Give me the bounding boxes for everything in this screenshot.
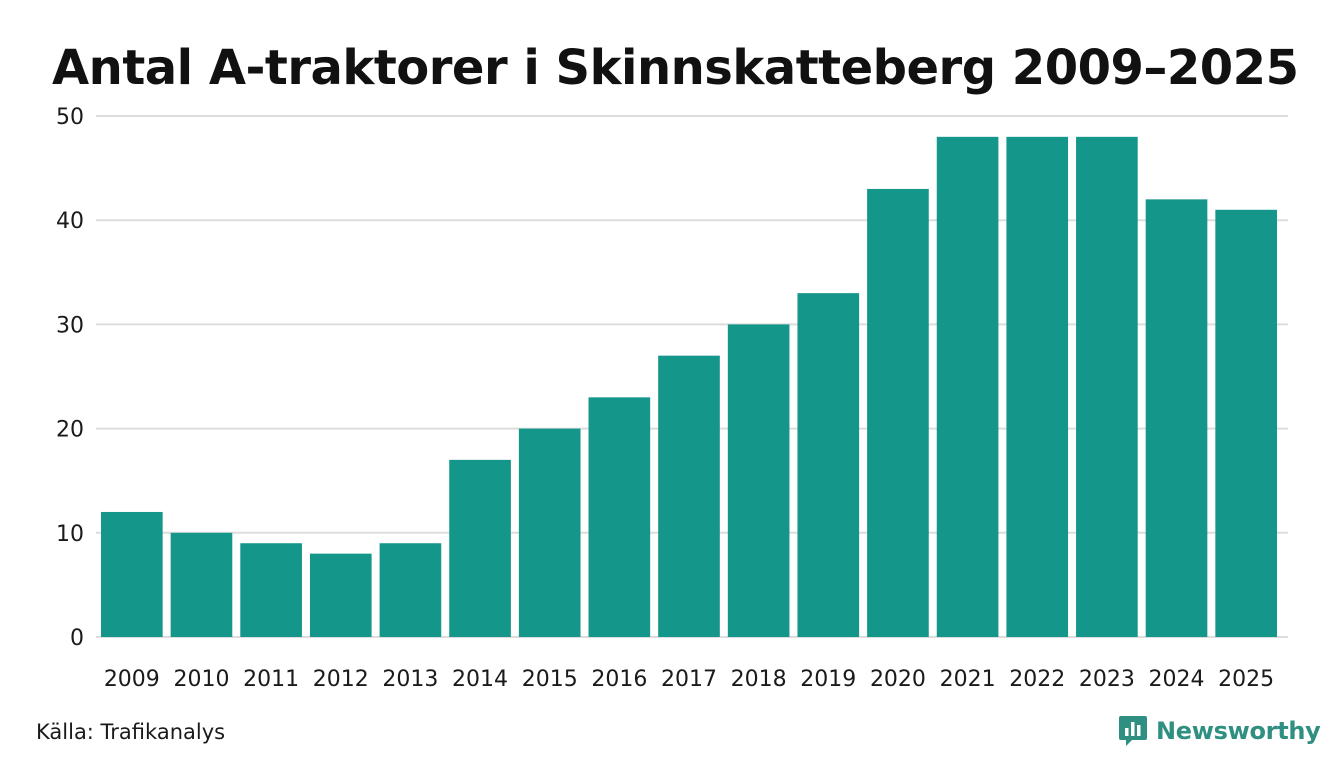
bar-2023[interactable]: [1076, 136, 1138, 637]
y-tick-label: 10: [56, 522, 84, 547]
x-tick-label: 2020: [870, 667, 926, 692]
x-tick-label: 2024: [1149, 667, 1205, 692]
bar-2021[interactable]: [936, 136, 999, 637]
source-note: Källa: Trafikanalys: [36, 720, 226, 744]
bar-2024[interactable]: [1145, 199, 1208, 638]
bar-2018[interactable]: [727, 324, 790, 637]
brand-name: Newsworthy: [1156, 717, 1321, 745]
x-tick-label: 2022: [1009, 667, 1065, 692]
x-axis-ticks: 2009 2010 2011 2012 2013 2014 2015 2016 2017 2018…: [104, 667, 1274, 692]
bar-2025[interactable]: [1215, 209, 1277, 637]
x-tick-label: 2019: [800, 667, 856, 692]
brand[interactable]: Newsworthy: [1118, 714, 1321, 748]
x-tick-label: 2012: [313, 667, 369, 692]
x-tick-label: 2021: [940, 667, 996, 692]
x-tick-label: 2011: [243, 667, 299, 692]
bars: [101, 136, 1277, 638]
y-tick-label: 20: [56, 418, 84, 443]
y-tick-label: 50: [56, 105, 84, 130]
x-tick-label: 2025: [1218, 667, 1274, 692]
x-tick-label: 2013: [382, 667, 438, 692]
bar-2016[interactable]: [588, 397, 651, 637]
x-tick-label: 2017: [661, 667, 717, 692]
bar-2020[interactable]: [867, 188, 929, 637]
y-tick-label: 0: [70, 626, 84, 651]
x-tick-label: 2015: [522, 667, 578, 692]
y-tick-label: 40: [56, 209, 84, 234]
bar-2011[interactable]: [240, 543, 302, 637]
x-tick-label: 2014: [452, 667, 508, 692]
newsworthy-logo-icon: [1119, 716, 1147, 746]
bar-2015[interactable]: [518, 428, 581, 637]
y-axis-ticks: 0 10 20 30 40 50: [56, 105, 84, 651]
y-tick-label: 30: [56, 313, 84, 338]
bar-2017[interactable]: [658, 355, 720, 637]
x-tick-label: 2009: [104, 667, 160, 692]
x-tick-label: 2018: [731, 667, 787, 692]
bar-2009[interactable]: [101, 511, 163, 637]
bar-2010[interactable]: [170, 532, 233, 637]
bar-2019[interactable]: [797, 293, 860, 637]
x-tick-label: 2010: [173, 667, 229, 692]
bar-2014[interactable]: [449, 459, 511, 637]
x-tick-label: 2023: [1079, 667, 1135, 692]
bar-2022[interactable]: [1006, 136, 1069, 637]
x-tick-label: 2016: [591, 667, 647, 692]
bar-2013[interactable]: [379, 543, 442, 637]
bar-2012[interactable]: [309, 553, 372, 637]
chart-title: Antal A-traktorer i Skinnskatteberg 2009…: [52, 40, 1299, 96]
